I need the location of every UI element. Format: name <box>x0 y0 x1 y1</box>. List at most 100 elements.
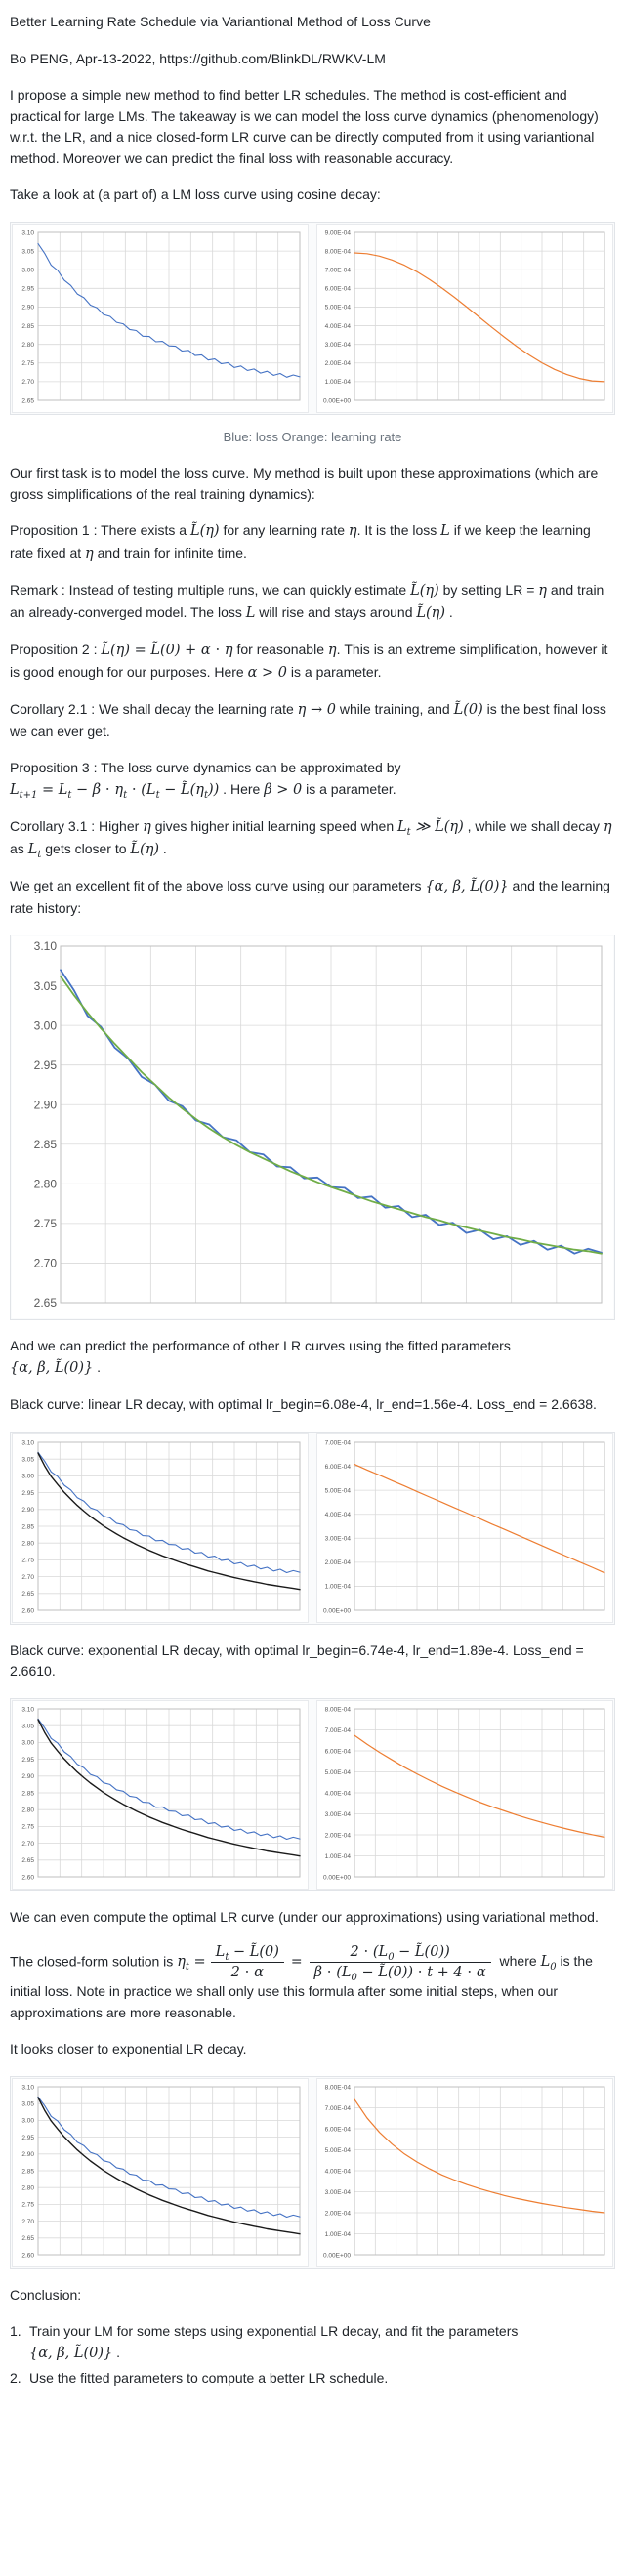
linear-decay-paragraph: Black curve: linear LR decay, with optim… <box>10 1396 597 1412</box>
svg-text:6.00E-04: 6.00E-04 <box>325 2126 352 2133</box>
svg-text:3.10: 3.10 <box>21 2084 34 2091</box>
svg-text:2.95: 2.95 <box>21 2135 34 2141</box>
byline: Bo PENG, Apr-13-2022, https://github.com… <box>10 50 386 66</box>
svg-text:6.00E-04: 6.00E-04 <box>325 1463 352 1470</box>
svg-text:1.00E-04: 1.00E-04 <box>325 2231 352 2238</box>
take-look-paragraph: Take a look at (a part of) a LM loss cur… <box>10 187 381 202</box>
svg-text:3.00E-04: 3.00E-04 <box>325 2189 352 2196</box>
svg-text:2.80: 2.80 <box>34 1178 58 1191</box>
svg-text:3.00E-04: 3.00E-04 <box>325 1810 352 1817</box>
conclusion-heading: Conclusion: <box>10 2286 82 2303</box>
lr-chart-panel: 7.00E-04 6.00E-04 5.00E-04 4.00E-04 3.00E-04… <box>316 1433 613 1623</box>
svg-text:5.00E-04: 5.00E-04 <box>325 304 352 311</box>
chart-pair-optimal: 3.10 3.05 3.00 2.95 2.90 2.85 2.80 2.75 2.70 2.65… <box>10 2075 615 2269</box>
svg-text:7.00E-04: 7.00E-04 <box>325 267 352 273</box>
corollary-2-1: Corollary 2.1 : We shall decay the learn… <box>10 701 606 739</box>
svg-text:2.65: 2.65 <box>34 1296 58 1309</box>
svg-text:2.85: 2.85 <box>21 1523 34 1530</box>
svg-text:2.90: 2.90 <box>21 304 34 311</box>
svg-text:2.75: 2.75 <box>21 1557 34 1563</box>
svg-text:3.00E-04: 3.00E-04 <box>325 341 352 348</box>
svg-text:0.00E+00: 0.00E+00 <box>323 2252 351 2259</box>
svg-text:6.00E-04: 6.00E-04 <box>325 285 352 292</box>
loss-chart-panel: 3.10 3.05 3.00 2.95 2.90 2.85 2.80 2.75 2.70 2.65 <box>12 223 309 413</box>
svg-text:2.95: 2.95 <box>21 1489 34 1496</box>
svg-text:2.90: 2.90 <box>34 1098 58 1111</box>
svg-text:6.00E-04: 6.00E-04 <box>325 1748 352 1755</box>
lr-chart-panel: 8.00E-04 7.00E-04 6.00E-04 5.00E-04 4.00E-04… <box>316 1699 613 1890</box>
closed-form-fraction-2: 2 ⋅ (L0 − L̃(0)) β ⋅ (L0 − L̃(0)) ⋅ t + 4… <box>309 1943 491 1982</box>
svg-text:8.00E-04: 8.00E-04 <box>325 248 352 255</box>
proposition-3: Proposition 3 : The loss curve dynamics … <box>10 760 401 801</box>
svg-text:0.00E+00: 0.00E+00 <box>323 1874 351 1881</box>
chart-pair-cosine: 3.10 3.05 3.00 2.95 2.90 2.85 2.80 2.75 2.70 2.65… <box>10 221 615 415</box>
svg-text:2.80: 2.80 <box>21 341 34 348</box>
svg-text:3.05: 3.05 <box>21 1456 34 1463</box>
svg-text:2.00E-04: 2.00E-04 <box>325 1832 352 1839</box>
svg-text:2.70: 2.70 <box>21 379 34 386</box>
intro-paragraph: I propose a simple new method to find be… <box>10 87 599 166</box>
svg-text:5.00E-04: 5.00E-04 <box>325 2147 352 2154</box>
list-item-text: Train your LM for some steps using expon… <box>29 2323 519 2361</box>
svg-text:2.65: 2.65 <box>21 1591 34 1598</box>
svg-text:2.65: 2.65 <box>21 1857 34 1864</box>
svg-text:2.70: 2.70 <box>21 1573 34 1580</box>
svg-text:2.70: 2.70 <box>34 1257 58 1270</box>
lr-linear-chart: 7.00E-04 6.00E-04 5.00E-04 4.00E-04 3.00E-04… <box>317 1433 612 1622</box>
svg-text:3.05: 3.05 <box>34 979 58 993</box>
list-item: 1. Train your LM for some steps using ex… <box>10 2321 615 2364</box>
conclusion-list: 1. Train your LM for some steps using ex… <box>10 2321 615 2389</box>
svg-text:2.60: 2.60 <box>21 2252 34 2259</box>
svg-text:3.00: 3.00 <box>21 1473 34 1479</box>
loss-exp-pred-chart: 3.10 3.05 3.00 2.95 2.90 2.85 2.80 2.75 2.70 2.65… <box>13 1700 308 1889</box>
fit-paragraph: We get an excellent fit of the above los… <box>10 878 610 916</box>
equals-sign: = <box>290 1954 303 1971</box>
svg-text:1.00E-04: 1.00E-04 <box>325 1583 352 1590</box>
closed-form-eta: ηt = <box>177 1954 206 1974</box>
loss-chart-panel: 3.10 3.05 3.00 2.95 2.90 2.85 2.80 2.75 2.70 2.65… <box>12 2077 309 2267</box>
svg-text:3.00: 3.00 <box>21 2117 34 2124</box>
loss-optimal-pred-chart: 3.10 3.05 3.00 2.95 2.90 2.85 2.80 2.75 2.70 2.65… <box>13 2078 308 2266</box>
svg-text:4.00E-04: 4.00E-04 <box>325 2168 352 2175</box>
svg-text:2.80: 2.80 <box>21 1807 34 1813</box>
svg-text:2.60: 2.60 <box>21 1607 34 1614</box>
svg-text:5.00E-04: 5.00E-04 <box>325 1768 352 1775</box>
svg-text:3.10: 3.10 <box>21 1439 34 1446</box>
loss-fit-chart: 3.10 3.05 3.00 2.95 2.90 2.85 2.80 2.75 2.70 2.65 <box>12 936 613 1318</box>
svg-text:2.85: 2.85 <box>21 1790 34 1797</box>
chart-caption: Blue: loss Orange: learning rate <box>223 429 402 444</box>
svg-text:1.00E-04: 1.00E-04 <box>325 1852 352 1859</box>
svg-text:0.00E+00: 0.00E+00 <box>323 1607 351 1614</box>
svg-text:3.00: 3.00 <box>21 1739 34 1746</box>
svg-text:2.85: 2.85 <box>21 2168 34 2175</box>
lr-cosine-chart: 9.00E-04 8.00E-04 7.00E-04 6.00E-04 5.00E-04… <box>317 224 612 412</box>
list-item-text: Use the fitted parameters to compute a b… <box>29 2370 389 2387</box>
closed-form-tail: where L0 is the initial loss. Note in pr… <box>10 1953 593 2020</box>
list-item-number: 1. <box>10 2323 21 2340</box>
svg-text:2.90: 2.90 <box>21 1507 34 1514</box>
svg-text:0.00E+00: 0.00E+00 <box>323 397 351 404</box>
svg-text:3.00: 3.00 <box>34 1018 58 1032</box>
svg-text:2.85: 2.85 <box>21 322 34 329</box>
proposition-2: Proposition 2 : L̃(η) = L̃(0) + α ⋅ η fo… <box>10 642 608 681</box>
svg-text:8.00E-04: 8.00E-04 <box>325 2084 352 2091</box>
loss-linear-pred-chart: 3.10 3.05 3.00 2.95 2.90 2.85 2.80 2.75 2.70 2.65… <box>13 1433 308 1622</box>
predict-paragraph: And we can predict the performance of ot… <box>10 1338 511 1376</box>
lr-optimal-chart: 8.00E-04 7.00E-04 6.00E-04 5.00E-04 4.00E-04… <box>317 2078 612 2266</box>
svg-text:7.00E-04: 7.00E-04 <box>325 2105 352 2112</box>
closed-form-fraction-1: Lt − L̃(0) 2 ⋅ α <box>210 1943 284 1981</box>
chart-fit-single: 3.10 3.05 3.00 2.95 2.90 2.85 2.80 2.75 2.70 2.65 <box>10 935 615 1320</box>
svg-text:3.05: 3.05 <box>21 248 34 255</box>
svg-text:9.00E-04: 9.00E-04 <box>325 229 352 236</box>
lr-chart-panel: 9.00E-04 8.00E-04 7.00E-04 6.00E-04 5.00E-04… <box>316 223 613 413</box>
closed-form-paragraph: The closed-form solution is ηt = Lt − L̃(… <box>10 1943 615 2023</box>
page-title: Better Learning Rate Schedule via Varian… <box>10 14 431 29</box>
svg-text:2.75: 2.75 <box>21 360 34 367</box>
svg-text:2.95: 2.95 <box>34 1059 58 1072</box>
remark: Remark : Instead of testing multiple run… <box>10 582 604 621</box>
first-task-paragraph: Our first task is to model the loss curv… <box>10 465 599 502</box>
compute-optimal-paragraph: We can even compute the optimal LR curve… <box>10 1908 599 1925</box>
svg-text:7.00E-04: 7.00E-04 <box>325 1439 352 1446</box>
svg-text:2.90: 2.90 <box>21 1773 34 1780</box>
svg-text:2.65: 2.65 <box>21 397 34 404</box>
